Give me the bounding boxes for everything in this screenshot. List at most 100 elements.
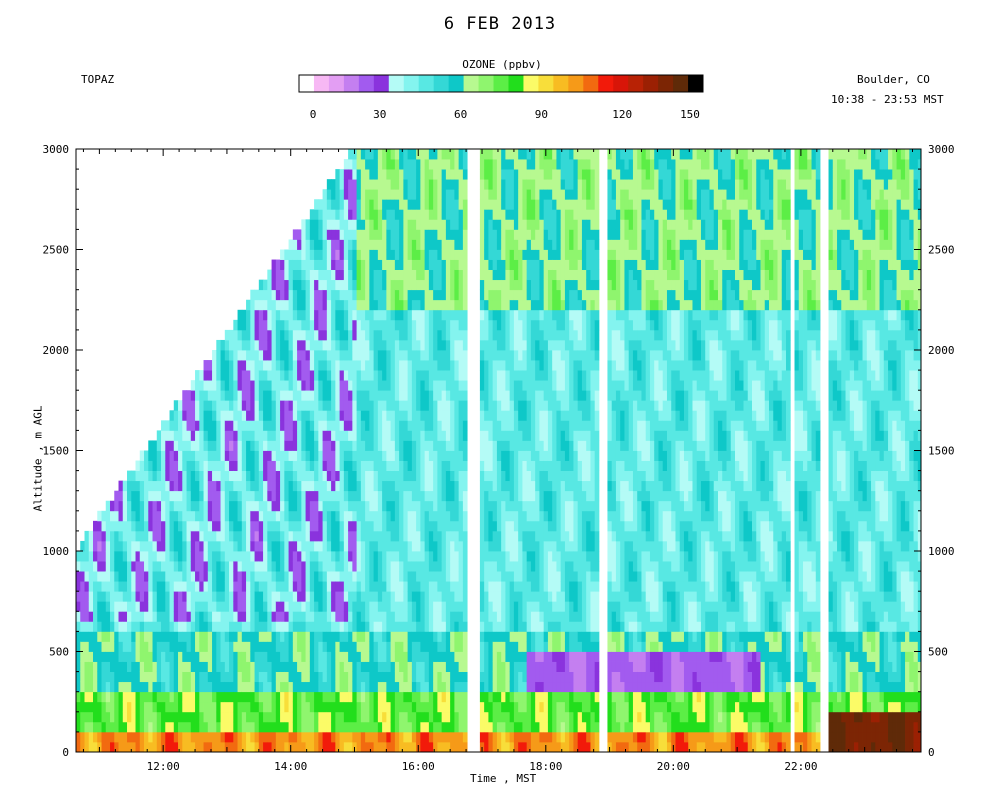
ozone-cell [271,561,277,572]
ozone-cell [309,450,315,461]
ozone-cell [411,149,417,160]
ozone-cell [522,651,528,662]
ozone-cell [518,571,523,582]
ozone-cell [178,440,183,451]
ozone-cell [233,370,238,381]
ozone-cell [360,631,366,642]
ozone-cell [301,741,306,752]
ozone-cell [424,299,430,311]
ozone-cell [377,169,383,180]
ozone-cell [318,721,323,733]
ozone-cell [424,611,430,622]
ozone-cell [407,390,413,401]
ozone-cell [492,741,498,752]
ozone-cell [492,530,498,542]
ozone-cell [377,621,383,632]
ozone-cell [224,430,230,441]
ozone-cell [178,460,183,471]
ozone-cell [356,581,362,592]
colorbar-swatch [598,75,614,92]
ozone-cell [101,520,107,532]
ozone-cell [488,581,494,592]
ozone-cell [360,390,366,401]
ozone-cell [484,269,489,281]
ozone-cell [331,551,336,562]
ozone-cell [229,470,234,482]
ozone-cell [492,490,498,502]
ozone-cell [271,350,277,361]
ozone-cell [352,350,358,361]
ozone-cell [131,470,136,482]
ozone-cell [462,380,468,391]
ozone-cell [416,661,421,672]
ozone-cell [122,741,128,752]
ozone-cell [135,540,141,552]
ozone-cell [322,731,328,743]
ozone-cell [386,601,392,612]
ozone-cell [479,239,485,250]
ozone-cell [169,581,175,592]
ozone-cell [309,611,315,622]
ozone-cell [377,611,383,622]
ozone-cell [114,490,119,502]
ozone-cell [301,671,306,683]
ozone-cell [505,360,511,371]
ozone-cell [365,420,370,431]
ozone-cell [386,420,392,431]
ozone-cell [267,319,272,331]
ozone-cell [161,641,166,652]
ozone-cell [526,279,532,291]
ozone-cell [292,721,298,733]
ozone-cell [80,731,85,743]
ozone-cell [454,520,460,532]
ozone-cell [297,561,302,572]
ozone-cell [284,480,289,492]
ozone-cell [394,239,400,250]
ozone-cell [246,540,251,552]
ozone-cell [416,229,421,240]
ozone-cell [428,691,434,703]
ozone-cell [505,510,511,522]
ozone-cell [441,741,447,752]
ozone-cell [377,641,383,652]
ozone-cell [458,400,464,411]
ozone-cell [76,731,81,743]
ozone-cell [339,701,345,713]
ozone-cell [326,661,332,672]
ozone-cell [326,510,332,522]
ozone-cell [441,410,447,421]
ozone-cell [122,661,128,672]
ozone-cell [216,731,221,743]
ozone-cell [156,591,162,602]
ozone-cell [518,611,523,622]
ozone-cell [182,581,187,592]
ozone-cell [237,450,243,461]
ozone-cell [250,420,255,431]
ozone-cell [416,169,421,180]
ozone-cell [352,370,358,381]
ozone-cell [403,581,409,592]
ozone-cell [331,339,336,351]
ozone-cell [195,631,200,642]
ozone-cell [152,721,158,733]
ozone-cell [297,480,302,492]
ozone-cell [250,691,255,703]
ozone-cell [399,189,404,200]
ozone-cell [390,551,396,562]
ozone-cell [314,239,319,250]
ozone-cell [80,601,85,612]
ozone-cell [220,601,226,612]
ozone-cell [394,309,400,321]
ozone-cell [369,360,375,371]
ozone-cell [343,259,349,270]
ozone-cell [369,169,375,180]
ozone-cell [254,671,260,683]
ozone-cell [386,490,392,502]
ozone-cell [305,299,311,311]
ozone-cell [105,631,111,642]
ozone-cell [411,561,417,572]
ozone-cell [518,741,523,752]
ozone-cell [513,611,519,622]
ozone-cell [97,671,102,683]
ozone-cell [386,189,392,200]
